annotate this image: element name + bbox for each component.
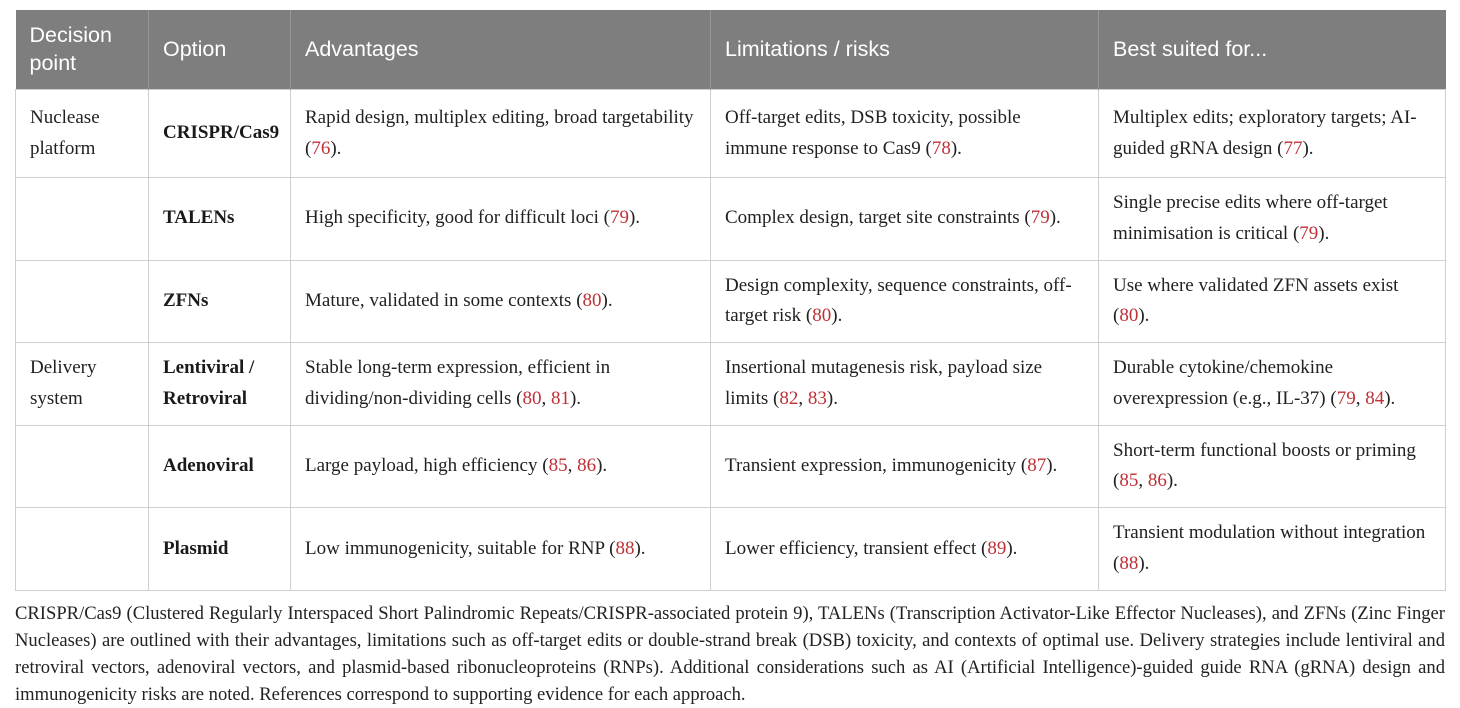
- table-row: ZFNs Mature, validated in some contexts (…: [15, 259, 1446, 344]
- cell-advantages: Large payload, high efficiency (85, 86).: [290, 424, 711, 509]
- reference-link[interactable]: 88: [1119, 552, 1139, 574]
- table-row: Delivery system Lentiviral / Retroviral St…: [15, 342, 1446, 426]
- cell-limitations: Design complexity, sequence constraints,…: [710, 259, 1099, 344]
- reference-link[interactable]: 79: [1030, 207, 1050, 229]
- cell-option: TALENs: [148, 177, 291, 261]
- cell-advantages: Rapid design, multiplex editing, broad t…: [290, 89, 711, 179]
- reference-link[interactable]: 80: [812, 305, 832, 327]
- cell-decision-point: [15, 424, 149, 509]
- table-body: Nuclease platform CRISPR/Cas9 Rapid design…: [15, 89, 1446, 591]
- cell-best-suited-for: Transient modulation without integration…: [1098, 507, 1446, 591]
- header-row: Decision point Option Advantages Limitat…: [15, 10, 1446, 90]
- reference-link[interactable]: 88: [615, 537, 635, 559]
- cell-advantages: Mature, validated in some contexts (80).: [290, 259, 711, 344]
- reference-link[interactable]: 79: [609, 207, 629, 229]
- cell-decision-point: [15, 507, 149, 591]
- reference-link[interactable]: 85: [548, 455, 568, 476]
- cell-decision-point: [15, 177, 149, 261]
- cell-option: Plasmid: [148, 507, 291, 591]
- table-row: Nuclease platform CRISPR/Cas9 Rapid design…: [15, 89, 1446, 179]
- cell-best-suited-for: Use where validated ZFN assets exist (80…: [1098, 259, 1446, 344]
- table-footnote: CRISPR/Cas9 (Clustered Regularly Intersp…: [15, 602, 1445, 705]
- table-row: TALENs High specificity, good for difficu…: [15, 177, 1446, 261]
- cell-best-suited-for: Multiplex edits; exploratory targets; AI…: [1098, 89, 1446, 179]
- header-advantages: Advantages: [290, 10, 711, 90]
- reference-link[interactable]: 86: [577, 455, 597, 476]
- cell-option: Adenoviral: [148, 424, 291, 509]
- table-row: Adenoviral Large payload, high efficiency…: [15, 424, 1446, 509]
- cell-best-suited-for: Single precise edits where off-target mi…: [1098, 177, 1446, 261]
- cell-option: CRISPR/Cas9: [148, 89, 291, 179]
- decision-table: Decision point Option Advantages Limitat…: [15, 10, 1446, 591]
- reference-link[interactable]: 89: [987, 537, 1007, 559]
- reference-link[interactable]: 79: [1299, 222, 1319, 244]
- cell-best-suited-for: Durable cytokine/chemokine overexpressio…: [1098, 342, 1446, 426]
- cell-decision-point: Delivery system: [15, 342, 149, 426]
- table-header: Decision point Option Advantages Limitat…: [15, 10, 1446, 90]
- reference-link[interactable]: 78: [931, 137, 951, 159]
- cell-limitations: Lower efficiency, transient effect (89).: [710, 507, 1099, 591]
- cell-advantages: Stable long-term expression, efficient i…: [290, 342, 711, 426]
- cell-decision-point: Nuclease platform: [15, 89, 149, 179]
- reference-link[interactable]: 76: [311, 137, 331, 159]
- header-option: Option: [148, 10, 291, 90]
- reference-link[interactable]: 79: [1336, 387, 1356, 409]
- reference-link[interactable]: 86: [1147, 470, 1167, 492]
- header-limitations-risks: Limitations / risks: [710, 10, 1099, 90]
- reference-link[interactable]: 87: [1027, 455, 1047, 476]
- reference-link[interactable]: 84: [1365, 387, 1385, 409]
- reference-link[interactable]: 80: [522, 387, 542, 409]
- reference-link[interactable]: 77: [1283, 137, 1303, 159]
- reference-link[interactable]: 80: [1119, 305, 1139, 327]
- cell-advantages: Low immunogenicity, suitable for RNP (88…: [290, 507, 711, 591]
- cell-limitations: Transient expression, immunogenicity (87…: [710, 424, 1099, 509]
- cell-decision-point: [15, 259, 149, 344]
- cell-limitations: Insertional mutagenesis risk, payload si…: [710, 342, 1099, 426]
- reference-link[interactable]: 83: [807, 387, 827, 409]
- cell-best-suited-for: Short-term functional boosts or priming …: [1098, 424, 1446, 509]
- cell-option: Lentiviral / Retroviral: [148, 342, 291, 426]
- reference-link[interactable]: 82: [779, 387, 799, 409]
- cell-limitations: Complex design, target site constraints …: [710, 177, 1099, 261]
- header-best-suited-for: Best suited for...: [1098, 10, 1446, 90]
- reference-link[interactable]: 81: [550, 387, 570, 409]
- header-decision-point: Decision point: [15, 10, 149, 90]
- cell-advantages: High specificity, good for difficult loc…: [290, 177, 711, 261]
- cell-limitations: Off-target edits, DSB toxicity, possible…: [710, 89, 1099, 179]
- reference-link[interactable]: 85: [1119, 470, 1139, 492]
- cell-option: ZFNs: [148, 259, 291, 344]
- reference-link[interactable]: 80: [582, 289, 602, 311]
- table-row: Plasmid Low immunogenicity, suitable for …: [15, 507, 1446, 591]
